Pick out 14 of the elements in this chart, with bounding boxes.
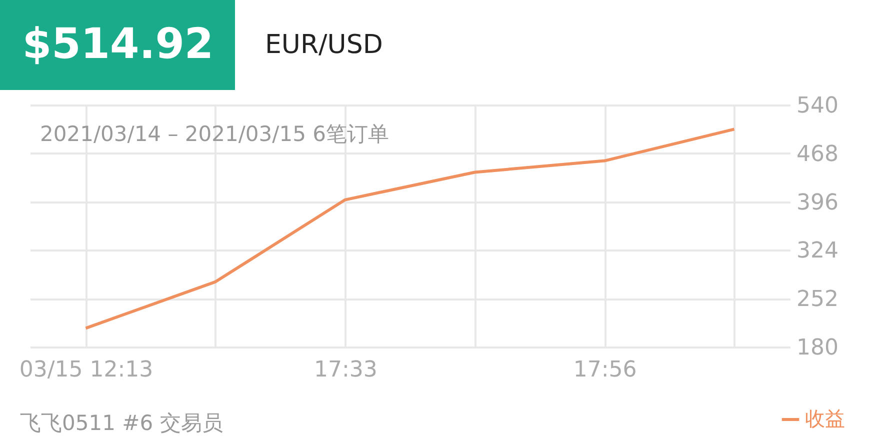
annotation: 2021/03/14 – 2021/03/15 6笔订单 (40, 122, 389, 146)
y-tick-label: 468 (796, 142, 838, 167)
y-tick-label: 396 (796, 190, 838, 216)
legend-label: 收益 (805, 406, 845, 430)
chart-subtitle: EUR/USD (265, 30, 383, 60)
chart-title: $514.92 (22, 19, 214, 68)
x-tick-label: 17:33 (314, 358, 378, 382)
y-tick-label: 324 (796, 238, 838, 264)
x-tick-label: 17:56 (573, 358, 637, 382)
y-tick-label: 180 (796, 336, 838, 360)
y-tick-label: 540 (796, 94, 838, 118)
x-tick-label: 03/15 12:13 (19, 358, 154, 382)
text: 飞飞0511 #6 交易员 (20, 411, 223, 435)
y-tick-label: 252 (796, 287, 838, 312)
